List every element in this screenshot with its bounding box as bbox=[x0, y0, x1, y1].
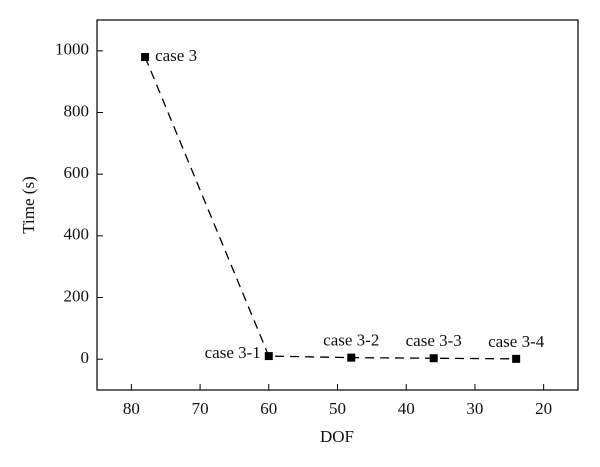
y-tick-label: 800 bbox=[64, 101, 90, 120]
marker bbox=[141, 53, 150, 61]
point-label: case 3-4 bbox=[488, 332, 545, 351]
x-tick-label: 50 bbox=[329, 399, 346, 418]
marker bbox=[429, 354, 438, 363]
point-label: case 3-2 bbox=[323, 331, 379, 350]
marker bbox=[347, 353, 356, 362]
y-tick-label: 1000 bbox=[55, 40, 89, 59]
marker bbox=[264, 352, 273, 361]
y-tick-label: 600 bbox=[64, 163, 90, 182]
x-tick-label: 60 bbox=[260, 399, 277, 418]
point-label: case 3 bbox=[155, 46, 197, 65]
x-tick-label: 30 bbox=[466, 399, 483, 418]
y-tick-label: 200 bbox=[64, 286, 90, 305]
x-tick-label: 20 bbox=[535, 399, 552, 418]
y-axis-title: Time (s) bbox=[19, 176, 38, 233]
x-tick-label: 80 bbox=[123, 399, 140, 418]
y-tick-label: 0 bbox=[81, 348, 90, 367]
x-axis-title: DOF bbox=[320, 427, 354, 446]
y-tick-label: 400 bbox=[64, 225, 90, 244]
series-line bbox=[144, 56, 517, 360]
point-label: case 3-1 bbox=[205, 343, 261, 362]
point-label: case 3-3 bbox=[406, 331, 462, 350]
marker bbox=[512, 354, 521, 363]
x-tick-label: 70 bbox=[192, 399, 209, 418]
x-tick-label: 40 bbox=[398, 399, 415, 418]
